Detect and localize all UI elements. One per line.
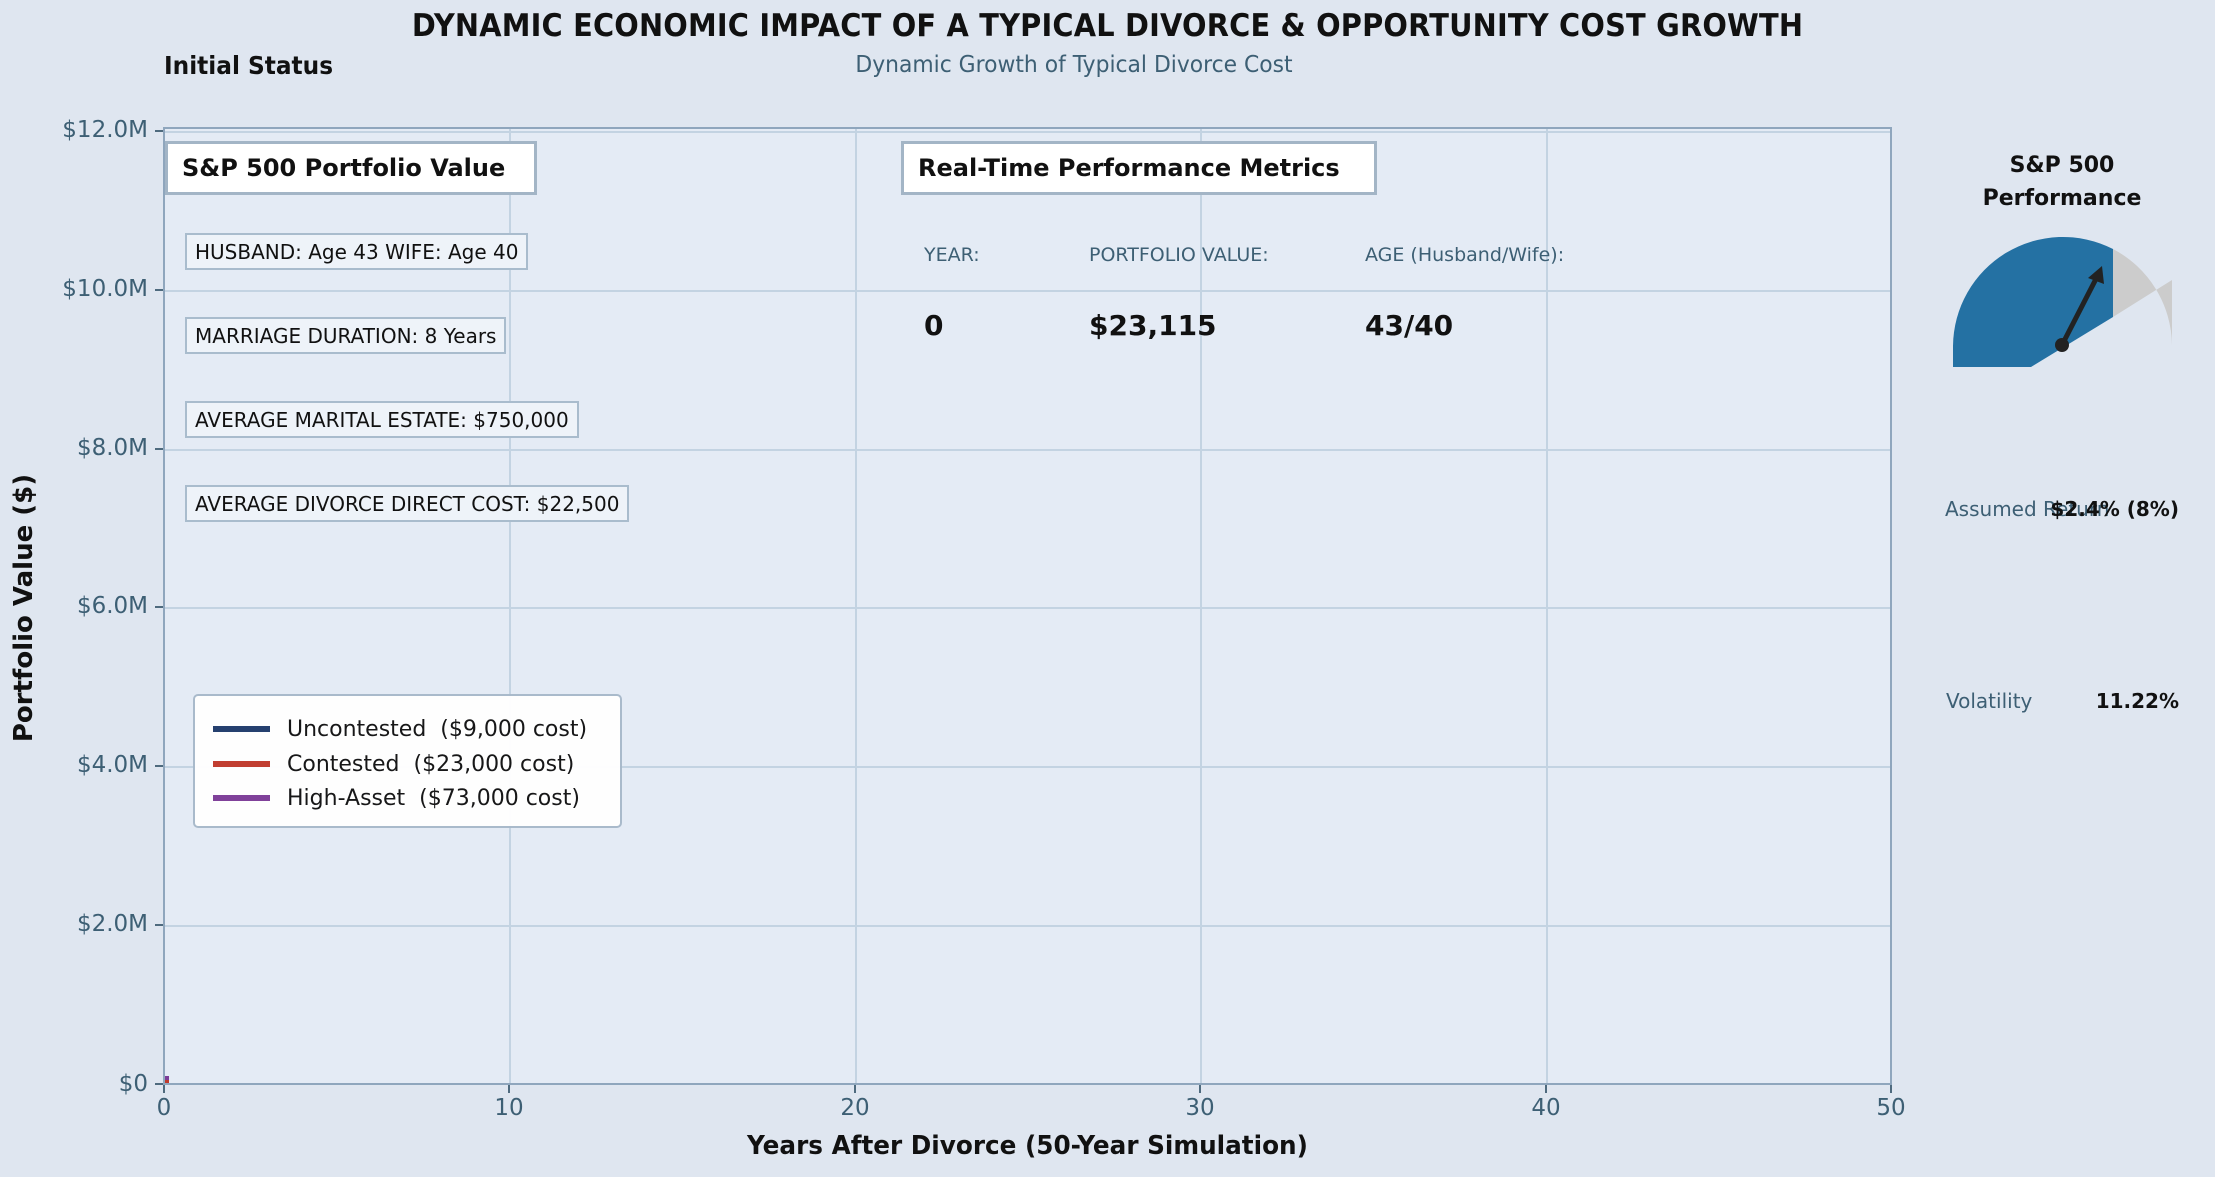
gridline-10m xyxy=(165,290,1890,292)
xtick-mark xyxy=(508,1085,510,1093)
xtick-label: 40 xyxy=(1531,1095,1561,1121)
gridline-x10 xyxy=(509,129,511,1083)
ytick-mark xyxy=(155,606,163,608)
ytick-mark xyxy=(155,289,163,291)
info-marriage-duration-text: MARRIAGE DURATION: 8 Years xyxy=(195,323,497,348)
metric-portfolio-value: $23,115 xyxy=(1089,309,1217,342)
legend-swatch xyxy=(213,761,270,767)
metrics-title: Real-Time Performance Metrics xyxy=(918,154,1340,182)
volatility-value: 11.22% xyxy=(2095,689,2179,713)
ytick-mark xyxy=(155,130,163,132)
gridline-x20 xyxy=(855,129,857,1083)
xtick-mark xyxy=(1545,1085,1547,1093)
xtick-mark xyxy=(1199,1085,1201,1093)
ytick-mark xyxy=(155,924,163,926)
ytick-mark xyxy=(155,448,163,450)
gauge-track xyxy=(2113,249,2172,345)
x-axis-label: Years After Divorce (50-Year Simulation) xyxy=(747,1131,1308,1161)
gridline-12m xyxy=(165,131,1890,133)
xtick-label: 30 xyxy=(1185,1095,1215,1121)
assumed-return-value: $2.4% (8%) xyxy=(2050,497,2179,521)
metric-year-value: 0 xyxy=(924,309,944,342)
ytick-label: $10.0M xyxy=(62,276,148,302)
info-divorce-cost-text: AVERAGE DIVORCE DIRECT COST: $22,500 xyxy=(195,491,620,516)
metrics-title-box: Real-Time Performance Metrics xyxy=(901,141,1377,195)
info-marital-estate: AVERAGE MARITAL ESTATE: $750,000 xyxy=(185,401,579,438)
gauge-title-line1: S&P 500 xyxy=(2009,153,2115,178)
legend-swatch xyxy=(213,726,270,732)
performance-gauge xyxy=(1953,236,2172,367)
info-ages: HUSBAND: Age 43 WIFE: Age 40 xyxy=(185,233,529,270)
gridline-8m xyxy=(165,449,1890,451)
xtick-label: 50 xyxy=(1876,1095,1906,1121)
legend-swatch xyxy=(213,795,270,801)
metric-age-value: 43/40 xyxy=(1365,309,1454,342)
ytick-label: $0 xyxy=(118,1071,148,1097)
legend-label: Uncontested ($9,000 cost) xyxy=(287,716,588,742)
portfolio-title-box: S&P 500 Portfolio Value xyxy=(165,141,537,195)
gauge-pivot xyxy=(2055,338,2069,352)
portfolio-title: S&P 500 Portfolio Value xyxy=(182,154,506,182)
metric-portfolio-label: PORTFOLIO VALUE: xyxy=(1089,244,1269,266)
legend-item-uncontested: Uncontested ($9,000 cost) xyxy=(213,714,587,744)
xtick-label: 20 xyxy=(840,1095,870,1121)
ytick-label: $6.0M xyxy=(76,593,148,619)
series-high-asset-start xyxy=(165,1076,169,1083)
xtick-label: 10 xyxy=(494,1095,524,1121)
info-ages-text: HUSBAND: Age 43 WIFE: Age 40 xyxy=(195,239,519,264)
metric-age-label: AGE (Husband/Wife): xyxy=(1365,244,1565,266)
legend-item-contested: Contested ($23,000 cost) xyxy=(213,749,574,779)
gauge-title: S&P 500 Performance xyxy=(1962,149,2162,215)
ytick-label: $8.0M xyxy=(76,435,148,461)
xtick-mark xyxy=(1890,1085,1892,1093)
info-marriage-duration: MARRIAGE DURATION: 8 Years xyxy=(185,317,507,354)
y-axis-label: Portfolio Value ($) xyxy=(9,473,39,743)
gauge-title-line2: Performance xyxy=(1982,186,2142,211)
info-marital-estate-text: AVERAGE MARITAL ESTATE: $750,000 xyxy=(195,407,569,432)
chart-subtitle: Dynamic Growth of Typical Divorce Cost xyxy=(855,52,1293,78)
xtick-mark xyxy=(163,1085,165,1093)
gauge-needle xyxy=(2059,272,2101,348)
main-title: DYNAMIC ECONOMIC IMPACT OF A TYPICAL DIV… xyxy=(411,8,1804,44)
gridline-4m xyxy=(165,766,1890,768)
xtick-mark xyxy=(854,1085,856,1093)
assumed-return-label: Assumed Return xyxy=(1945,497,2110,521)
plot-area xyxy=(163,127,1892,1085)
gauge-needle-arrowhead xyxy=(2088,266,2104,284)
gridline-6m xyxy=(165,607,1890,609)
gridline-x30 xyxy=(1200,129,1202,1083)
gridline-x40 xyxy=(1546,129,1548,1083)
ytick-label: $4.0M xyxy=(76,752,148,778)
ytick-label: $2.0M xyxy=(76,911,148,937)
ytick-mark xyxy=(155,765,163,767)
xtick-label: 0 xyxy=(156,1095,172,1121)
ytick-mark xyxy=(155,1083,163,1085)
series-contested-start xyxy=(165,1080,169,1083)
gauge-fill xyxy=(1953,236,2113,367)
info-divorce-cost: AVERAGE DIVORCE DIRECT COST: $22,500 xyxy=(185,485,630,522)
ytick-label: $12.0M xyxy=(62,117,148,143)
status-label: Initial Status xyxy=(164,51,334,80)
volatility-label: Volatility xyxy=(1946,689,2033,713)
chart-legend: Uncontested ($9,000 cost) Contested ($23… xyxy=(193,694,622,828)
legend-item-high-asset: High-Asset ($73,000 cost) xyxy=(213,783,580,813)
gridline-2m xyxy=(165,925,1890,927)
legend-label: Contested ($23,000 cost) xyxy=(287,751,575,777)
metric-year-label: YEAR: xyxy=(924,244,980,266)
legend-label: High-Asset ($73,000 cost) xyxy=(287,785,580,811)
